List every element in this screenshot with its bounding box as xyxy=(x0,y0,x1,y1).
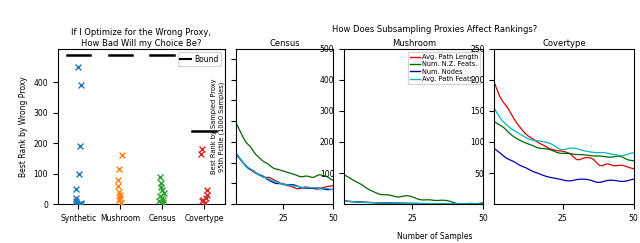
Legend: Bound: Bound xyxy=(177,52,221,66)
Point xyxy=(74,172,84,176)
Point xyxy=(202,189,212,192)
Y-axis label: Best Rank by Wrong Proxy: Best Rank by Wrong Proxy xyxy=(19,76,28,177)
Point xyxy=(72,187,82,191)
Title: Covertype: Covertype xyxy=(542,39,586,48)
Point xyxy=(115,196,125,200)
Point xyxy=(200,196,211,200)
Point xyxy=(73,65,83,69)
Point xyxy=(115,193,125,197)
Point xyxy=(74,201,84,205)
Point xyxy=(156,181,166,185)
Point xyxy=(114,198,124,201)
Point xyxy=(157,201,168,205)
Point xyxy=(113,184,124,188)
Point xyxy=(70,202,81,206)
Point xyxy=(196,199,207,203)
Point xyxy=(198,198,208,201)
Point xyxy=(154,199,164,203)
Title: Census: Census xyxy=(269,39,300,48)
Point xyxy=(76,201,86,205)
Point xyxy=(157,198,168,201)
Point xyxy=(197,147,207,151)
Text: How Does Subsampling Proxies Affect Rankings?: How Does Subsampling Proxies Affect Rank… xyxy=(332,25,537,34)
Point xyxy=(116,201,126,205)
Point xyxy=(113,167,124,171)
Point xyxy=(76,202,86,206)
Title: Mushroom: Mushroom xyxy=(392,39,436,48)
Point xyxy=(71,199,81,203)
Legend: Avg. Path Length, Num. N.Z. Feats., Num. Nodes, Avg. Path Feats.: Avg. Path Length, Num. N.Z. Feats., Num.… xyxy=(408,52,480,84)
Y-axis label: Best Rank by Sampled Proxy
95th Pctile (1000 Samples): Best Rank by Sampled Proxy 95th Pctile (… xyxy=(211,78,225,174)
Point xyxy=(202,193,212,197)
Point xyxy=(157,189,167,192)
Point xyxy=(156,195,166,199)
Point xyxy=(156,185,166,189)
Point xyxy=(113,178,124,182)
Point xyxy=(114,190,124,194)
Point xyxy=(157,196,167,200)
Point xyxy=(72,196,82,200)
Title: If I Optimize for the Wrong Proxy,
How Bad Will my Choice Be?: If I Optimize for the Wrong Proxy, How B… xyxy=(71,28,211,48)
Point xyxy=(200,201,210,205)
Point xyxy=(75,202,85,206)
Point xyxy=(196,152,207,156)
Point xyxy=(155,175,165,179)
Point xyxy=(76,83,86,87)
Point xyxy=(117,153,127,157)
Point xyxy=(159,191,169,195)
Point xyxy=(75,144,85,148)
Text: Number of Samples: Number of Samples xyxy=(397,232,472,241)
